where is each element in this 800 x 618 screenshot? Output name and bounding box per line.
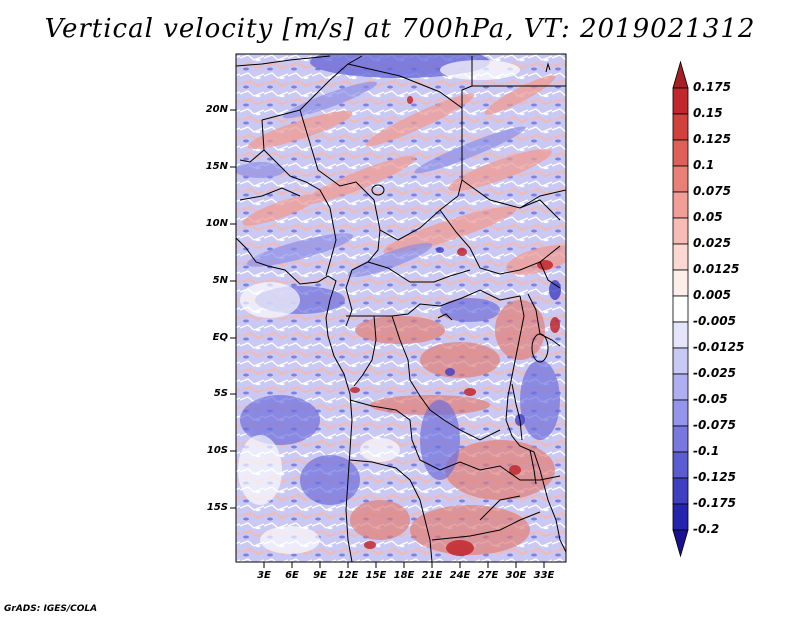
colorbar-segment — [672, 191, 689, 219]
lon-label-15e: 15E — [365, 570, 387, 581]
lon-label-30e: 30E — [505, 570, 527, 581]
lat-label-10n: 10N — [205, 218, 228, 229]
colorbar-segment — [672, 529, 689, 558]
colorbar-label: -0.175 — [693, 496, 736, 510]
axis-ticks — [230, 109, 545, 568]
colorbar-label: -0.1 — [693, 444, 720, 458]
colorbar-segment — [672, 295, 689, 323]
colorbar-label: -0.005 — [693, 314, 736, 328]
colorbar-segment — [672, 373, 689, 401]
colorbar-label: -0.075 — [693, 418, 736, 432]
colorbar-label: 0.175 — [693, 80, 731, 94]
colorbar-label: -0.025 — [693, 366, 736, 380]
grads-credit: GrADS: IGES/COLA — [4, 604, 98, 614]
colorbar-segment — [672, 165, 689, 193]
colorbar-segment — [672, 347, 689, 375]
colorbar-segment — [672, 60, 689, 89]
colorbar-segment — [672, 451, 689, 479]
lat-label-5s: 5S — [213, 388, 228, 399]
colorbar-label: 0.05 — [693, 210, 723, 224]
colorbar-label: -0.05 — [693, 392, 728, 406]
colorbar-label: -0.2 — [693, 522, 720, 536]
lon-label-6e: 6E — [285, 570, 299, 581]
colorbar-segment — [672, 217, 689, 245]
lon-label-9e: 9E — [313, 570, 327, 581]
lon-label-3e: 3E — [257, 570, 271, 581]
lat-label-10s: 10S — [206, 445, 228, 456]
colorbar-segment — [672, 321, 689, 349]
lon-label-33e: 33E — [533, 570, 555, 581]
colorbar-segment — [672, 139, 689, 167]
colorbar-label: 0.0125 — [693, 262, 740, 276]
colorbar-label: -0.0125 — [693, 340, 745, 354]
colorbar-label: 0.005 — [693, 288, 731, 302]
colorbar-label: 0.15 — [693, 106, 723, 120]
map-title: Vertical velocity [m/s] at 700hPa, VT: 2… — [44, 14, 756, 44]
colorbar-segment — [672, 477, 689, 505]
colorbar-label: 0.1 — [693, 158, 715, 172]
colorbar — [672, 60, 689, 558]
colorbar-label: 0.125 — [693, 132, 731, 146]
map-frame — [235, 53, 567, 563]
colorbar-segment — [672, 243, 689, 271]
vertical-velocity-field — [236, 54, 566, 562]
colorbar-segment — [672, 503, 689, 531]
colorbar-label: 0.075 — [693, 184, 731, 198]
lon-label-24e: 24E — [449, 570, 471, 581]
colorbar-segment — [672, 269, 689, 297]
colorbar-segment — [672, 87, 689, 115]
lon-label-18e: 18E — [393, 570, 415, 581]
lat-label-20n: 20N — [205, 104, 228, 115]
lat-label-5n: 5N — [212, 275, 228, 286]
colorbar-segment — [672, 399, 689, 427]
lat-label-15s: 15S — [206, 502, 228, 513]
colorbar-segment — [672, 425, 689, 453]
colorbar-segment — [672, 113, 689, 141]
colorbar-label: -0.125 — [693, 470, 736, 484]
lat-label-15n: 15N — [205, 161, 228, 172]
lon-label-27e: 27E — [477, 570, 499, 581]
lon-label-21e: 21E — [421, 570, 443, 581]
colorbar-label: 0.025 — [693, 236, 731, 250]
lat-label-eq: EQ — [212, 332, 228, 343]
lon-label-12e: 12E — [337, 570, 359, 581]
